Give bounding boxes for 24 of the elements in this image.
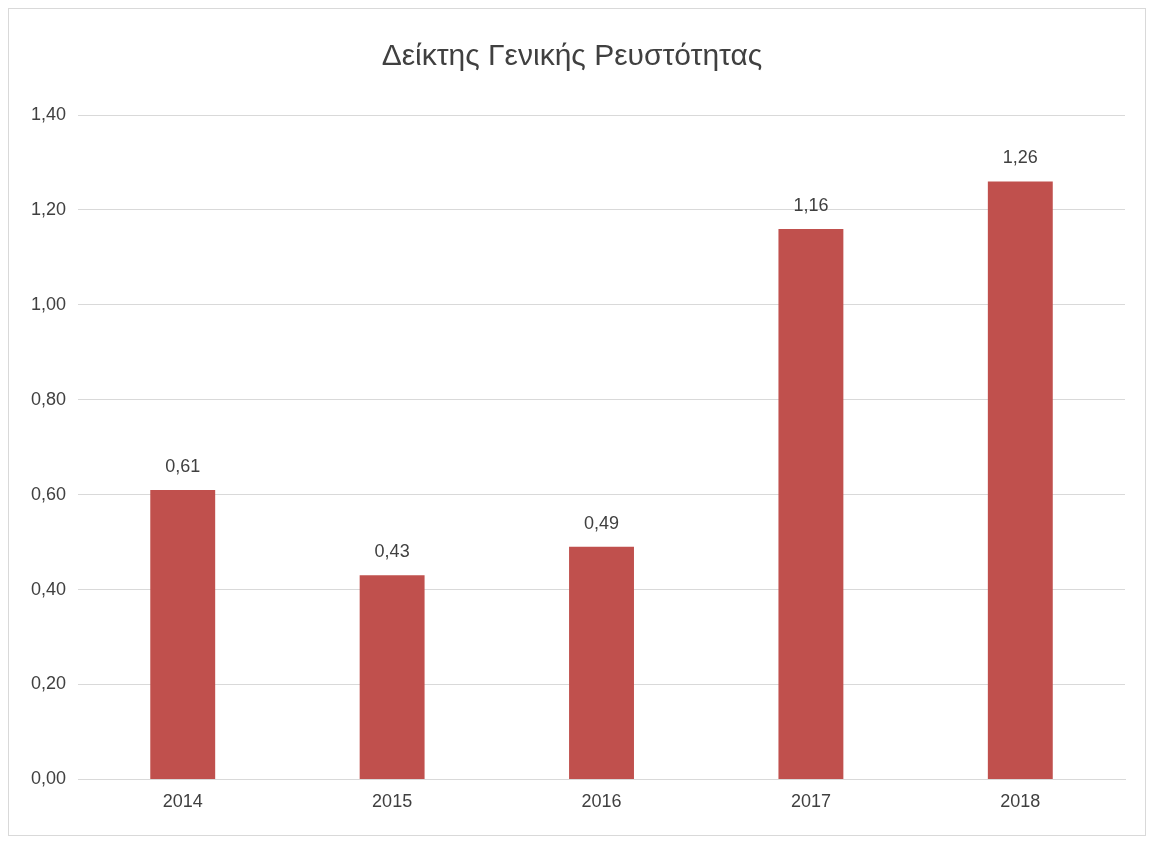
data-label: 0,49 xyxy=(583,512,620,533)
bar xyxy=(150,489,216,779)
y-tick-label: 0,40 xyxy=(30,578,67,599)
bar xyxy=(359,575,425,779)
y-tick-label: 1,40 xyxy=(30,103,67,124)
bar xyxy=(569,546,634,779)
x-tick-label: 2015 xyxy=(372,791,413,812)
bar xyxy=(987,181,1053,779)
bar xyxy=(778,228,844,779)
y-tick-label: 1,00 xyxy=(30,293,67,314)
x-tick-label: 2014 xyxy=(162,791,203,812)
x-tick-label: 2017 xyxy=(790,791,831,812)
data-label: 0,61 xyxy=(165,455,201,476)
x-tick-label: 2016 xyxy=(581,791,622,812)
y-tick-label: 0,20 xyxy=(30,673,67,694)
y-tick-label: 0,00 xyxy=(30,768,67,789)
y-tick-label: 0,60 xyxy=(30,483,67,504)
chart-title: Δείκτης Γενικής Ρευστότητας xyxy=(381,38,763,72)
data-label: 0,43 xyxy=(374,541,410,562)
data-label: 1,16 xyxy=(793,194,829,215)
x-tick-label: 2018 xyxy=(1000,791,1041,812)
data-label: 1,26 xyxy=(1002,147,1038,168)
y-tick-label: 1,20 xyxy=(30,198,67,219)
y-tick-label: 0,80 xyxy=(30,388,67,409)
